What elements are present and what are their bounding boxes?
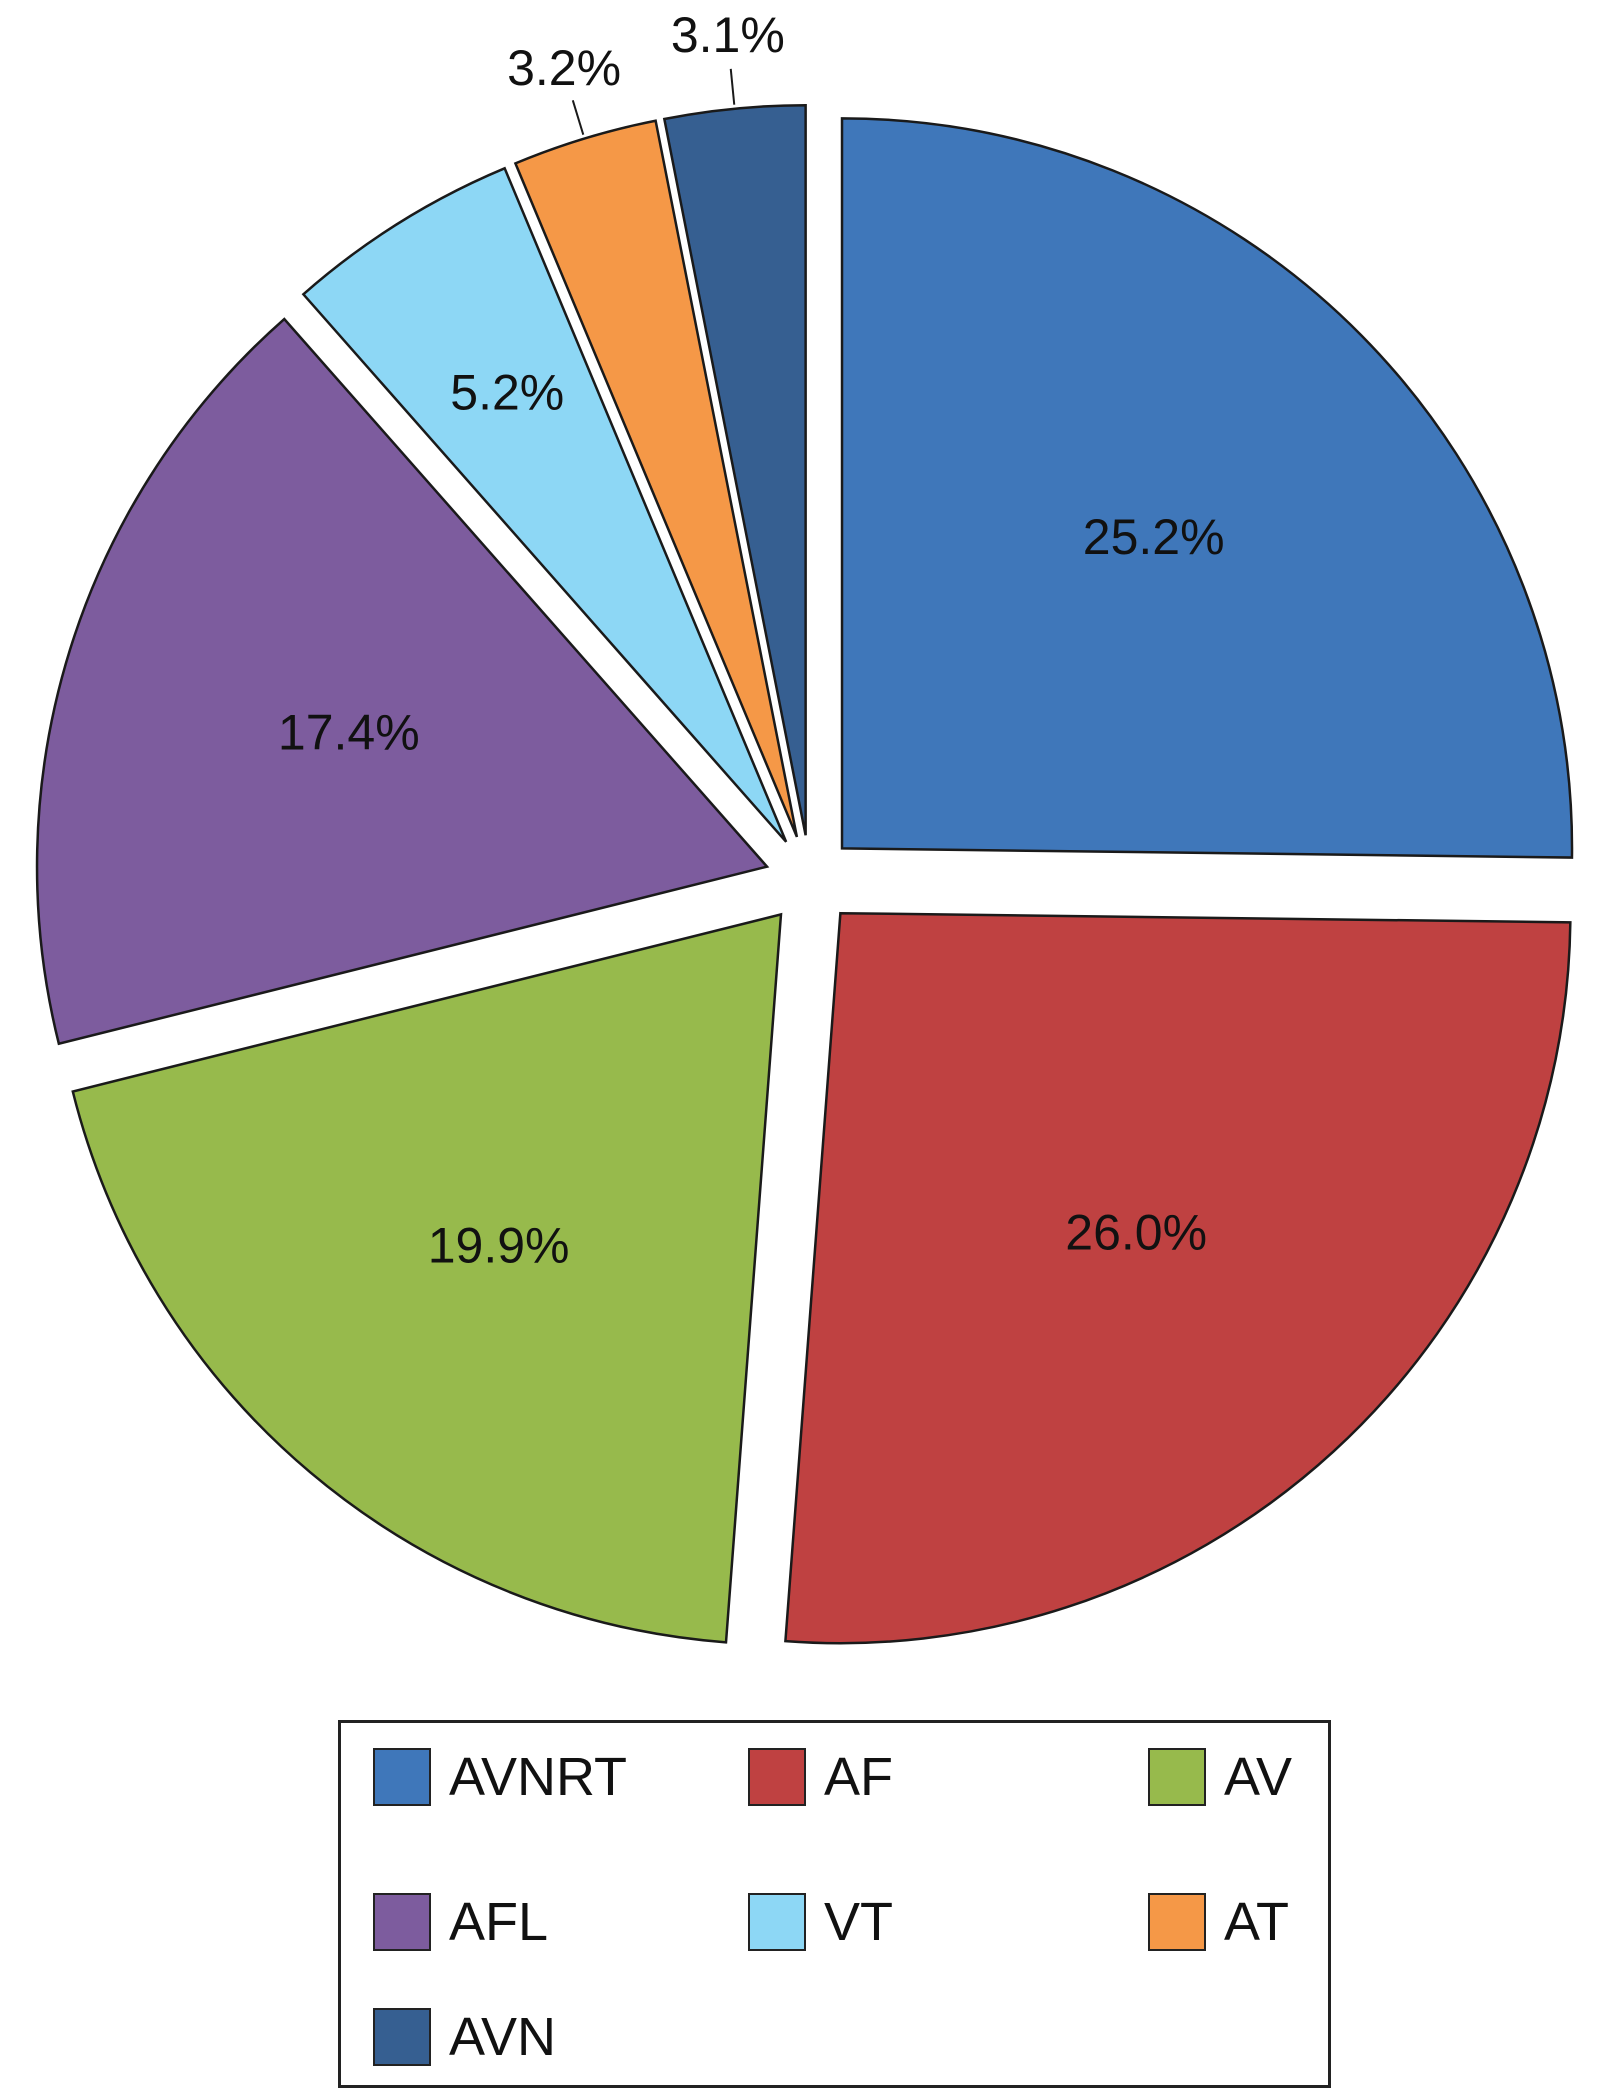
slice-label-at: 3.2% [507, 40, 621, 96]
pie-slice-avn [662, 103, 807, 836]
legend-label-af: AF [824, 1747, 894, 1807]
slice-label-vt: 5.2% [450, 365, 564, 421]
legend-item-afl: AFL [373, 1890, 548, 1954]
legend-label-avn: AVN [449, 2007, 557, 2067]
legend: AVNRT AF AV AFL VT AT AVN [338, 1720, 1331, 2088]
legend-swatch-afl [373, 1893, 431, 1951]
legend-swatch-avnrt [373, 1748, 431, 1806]
pie-slice-at [513, 119, 799, 838]
slice-label-avnrt: 25.2% [1083, 509, 1225, 565]
legend-swatch-af [748, 1748, 806, 1806]
legend-label-av: AV [1224, 1747, 1293, 1807]
legend-item-vt: VT [748, 1890, 893, 1954]
slice-label-afl: 17.4% [278, 705, 420, 761]
legend-swatch-at [1148, 1893, 1206, 1951]
legend-label-avnrt: AVNRT [449, 1747, 628, 1807]
pie-slice-af [784, 911, 1572, 1645]
legend-item-avnrt: AVNRT [373, 1745, 627, 1809]
leader-line-at [571, 99, 585, 136]
legend-label-vt: VT [824, 1892, 894, 1952]
legend-item-af: AF [748, 1745, 893, 1809]
pie-slice-afl [35, 317, 770, 1046]
legend-item-avn: AVN [373, 2005, 556, 2069]
legend-swatch-avn [373, 2008, 431, 2066]
pie-chart: 25.2% 26.0% 19.9% 17.4% 5.2% 3.2% 3.1% [35, 7, 1574, 1645]
legend-swatch-av [1148, 1748, 1206, 1806]
legend-item-at: AT [1148, 1890, 1289, 1954]
slice-label-af: 26.0% [1065, 1204, 1207, 1260]
leader-line-avn [729, 68, 736, 105]
slice-label-avn: 3.1% [671, 7, 785, 63]
legend-swatch-vt [748, 1893, 806, 1951]
legend-item-av: AV [1148, 1745, 1292, 1809]
slice-label-av: 19.9% [428, 1217, 570, 1273]
pie-slice-avnrt [840, 117, 1574, 859]
pie-slice-vt [301, 166, 788, 843]
legend-label-afl: AFL [449, 1892, 549, 1952]
legend-label-at: AT [1224, 1892, 1289, 1952]
pie-slice-av [71, 912, 783, 1644]
